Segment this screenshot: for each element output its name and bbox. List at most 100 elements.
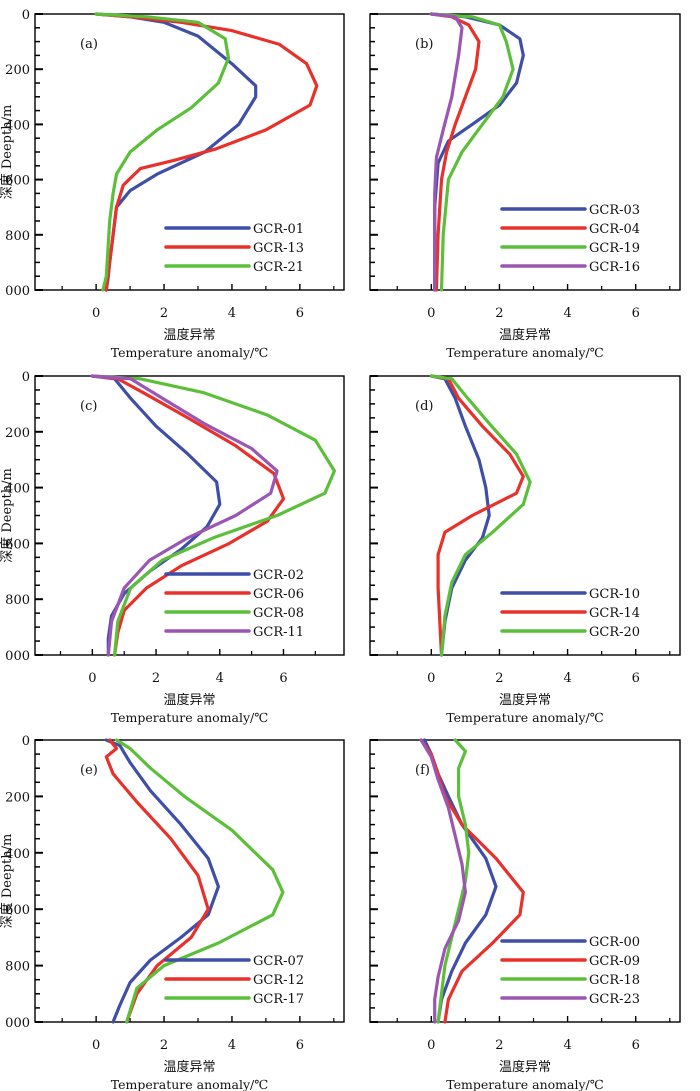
y-tick-label: 600: [5, 174, 30, 189]
y-tick-label: 400: [5, 847, 30, 862]
x-tick-label: 6: [632, 1038, 640, 1053]
y-tick-label: 200: [5, 63, 30, 78]
series-line-gcr-04: [429, 12, 481, 292]
x-tick-label: 0: [92, 306, 100, 321]
legend-label-gcr-19: GCR-19: [589, 241, 640, 256]
legend-label-gcr-00: GCR-00: [589, 935, 640, 950]
x-axis-label-en: Temperature anomaly/℃: [446, 345, 603, 360]
y-tick-label: 400: [5, 482, 30, 497]
series-line-gcr-18: [436, 738, 471, 1024]
legend-label-gcr-21: GCR-21: [253, 260, 304, 275]
series-line-gcr-06: [90, 374, 286, 657]
y-tick-label: 1 000: [0, 649, 30, 664]
x-tick-label: 2: [160, 1038, 168, 1053]
x-axis-label-en: Temperature anomaly/℃: [111, 1077, 268, 1091]
x-tick-label: 2: [495, 671, 503, 686]
x-axis-label-en: Temperature anomaly/℃: [111, 710, 268, 725]
series-line-gcr-16: [429, 12, 464, 292]
legend-label-gcr-01: GCR-01: [253, 222, 304, 237]
series-line-gcr-11: [90, 374, 279, 657]
x-axis-label-cn: 温度异常: [499, 327, 551, 343]
y-axis-label: 深度 Deepth/m: [0, 468, 15, 563]
x-tick-label: 4: [228, 1038, 236, 1053]
x-axis-label-en: Temperature anomaly/℃: [111, 345, 268, 360]
y-tick-label: 200: [5, 790, 30, 805]
x-tick-label: 2: [152, 671, 160, 686]
x-tick-label: 0: [427, 1038, 435, 1053]
legend-label-gcr-04: GCR-04: [589, 222, 640, 237]
panel-label: (c): [80, 399, 97, 414]
x-tick-label: 2: [160, 306, 168, 321]
x-axis-label-cn: 温度异常: [499, 692, 551, 708]
y-tick-label: 400: [5, 118, 30, 133]
x-tick-label: 4: [228, 306, 236, 321]
y-tick-label: 600: [5, 903, 30, 918]
x-tick-label: 4: [216, 671, 224, 686]
series-line-gcr-13: [94, 12, 319, 292]
panel-b: 0 2 4 6 温度异常 Temperature anomaly/℃ (b) GCR-03 GC…: [369, 12, 681, 360]
x-axis-label-en: Temperature anomaly/℃: [446, 710, 603, 725]
series-line-gcr-08: [90, 374, 336, 657]
legend-label-gcr-16: GCR-16: [589, 260, 640, 275]
x-tick-label: 0: [92, 1038, 100, 1053]
legend-label-gcr-09: GCR-09: [589, 954, 640, 969]
y-axis-label: 深度 Deepth/m: [0, 105, 15, 200]
panel-e: 0 200 400 600 800 1 000 0 2 4 6 温度异常 Temperature an…: [0, 734, 345, 1091]
x-tick-label: 2: [495, 1038, 503, 1053]
legend-label-gcr-11: GCR-11: [253, 625, 304, 640]
x-axis-label-en: Temperature anomaly/℃: [446, 1077, 603, 1091]
panel-label: (d): [415, 399, 433, 414]
series-line-gcr-07: [104, 738, 220, 1024]
x-axis-label-cn: 温度异常: [499, 1059, 551, 1075]
legend-label-gcr-08: GCR-08: [253, 606, 304, 621]
legend-label-gcr-14: GCR-14: [589, 606, 640, 621]
y-tick-label: 800: [5, 593, 30, 608]
y-tick-label: 1 000: [0, 284, 30, 299]
series-line-gcr-14: [429, 374, 525, 657]
y-tick-label: 0: [22, 370, 30, 385]
y-axis-label: 深度 Deepth/m: [0, 834, 15, 929]
panel-label: (e): [80, 763, 98, 778]
y-tick-label: 0: [22, 8, 30, 23]
x-tick-label: 0: [88, 671, 96, 686]
y-tick-label: 1 000: [0, 1016, 30, 1031]
series-line-gcr-12: [104, 738, 210, 1024]
panel-label: (a): [80, 37, 98, 52]
y-tick-label: 800: [5, 960, 30, 975]
y-tick-label: 200: [5, 426, 30, 441]
x-tick-label: 0: [427, 306, 435, 321]
x-tick-label: 6: [296, 306, 304, 321]
x-tick-label: 6: [632, 671, 640, 686]
y-tick-label: 600: [5, 537, 30, 552]
legend-label-gcr-18: GCR-18: [589, 973, 640, 988]
x-tick-label: 6: [279, 671, 287, 686]
legend-label-gcr-13: GCR-13: [253, 241, 304, 256]
legend-label-gcr-06: GCR-06: [253, 587, 304, 602]
y-tick-label: 800: [5, 229, 30, 244]
legend-label-gcr-17: GCR-17: [253, 992, 304, 1007]
y-tick-label: 0: [22, 734, 30, 749]
legend-label-gcr-02: GCR-02: [253, 568, 304, 583]
x-tick-label: 6: [632, 306, 640, 321]
legend-label-gcr-12: GCR-12: [253, 973, 304, 988]
series-line-gcr-20: [429, 374, 532, 657]
x-axis-label-cn: 温度异常: [163, 327, 215, 343]
x-tick-label: 4: [563, 1038, 571, 1053]
legend-label-gcr-23: GCR-23: [589, 992, 640, 1007]
legend-label-gcr-20: GCR-20: [589, 625, 640, 640]
x-tick-label: 0: [427, 671, 435, 686]
panel-label: (f): [415, 763, 430, 778]
series-line-gcr-23: [419, 738, 467, 1024]
series-line-gcr-21: [94, 12, 231, 292]
x-tick-label: 4: [563, 306, 571, 321]
panel-a: 0 200 400 600 800 1 000 0 2 4 6 温度异常 Temperature an…: [0, 8, 345, 360]
legend-label-gcr-03: GCR-03: [589, 203, 640, 218]
x-tick-label: 2: [495, 306, 503, 321]
panel-c: 0 200 400 600 800 1 000 0 2 4 6 温度异常 Temperature an…: [0, 370, 345, 725]
x-axis-label-cn: 温度异常: [163, 1059, 215, 1075]
panel-label: (b): [415, 37, 433, 52]
x-axis-label-cn: 温度异常: [163, 692, 215, 708]
panel-d: 0 2 4 6 温度异常 Temperature anomaly/℃ (d) GCR-10 GC…: [369, 374, 681, 725]
x-tick-label: 6: [296, 1038, 304, 1053]
